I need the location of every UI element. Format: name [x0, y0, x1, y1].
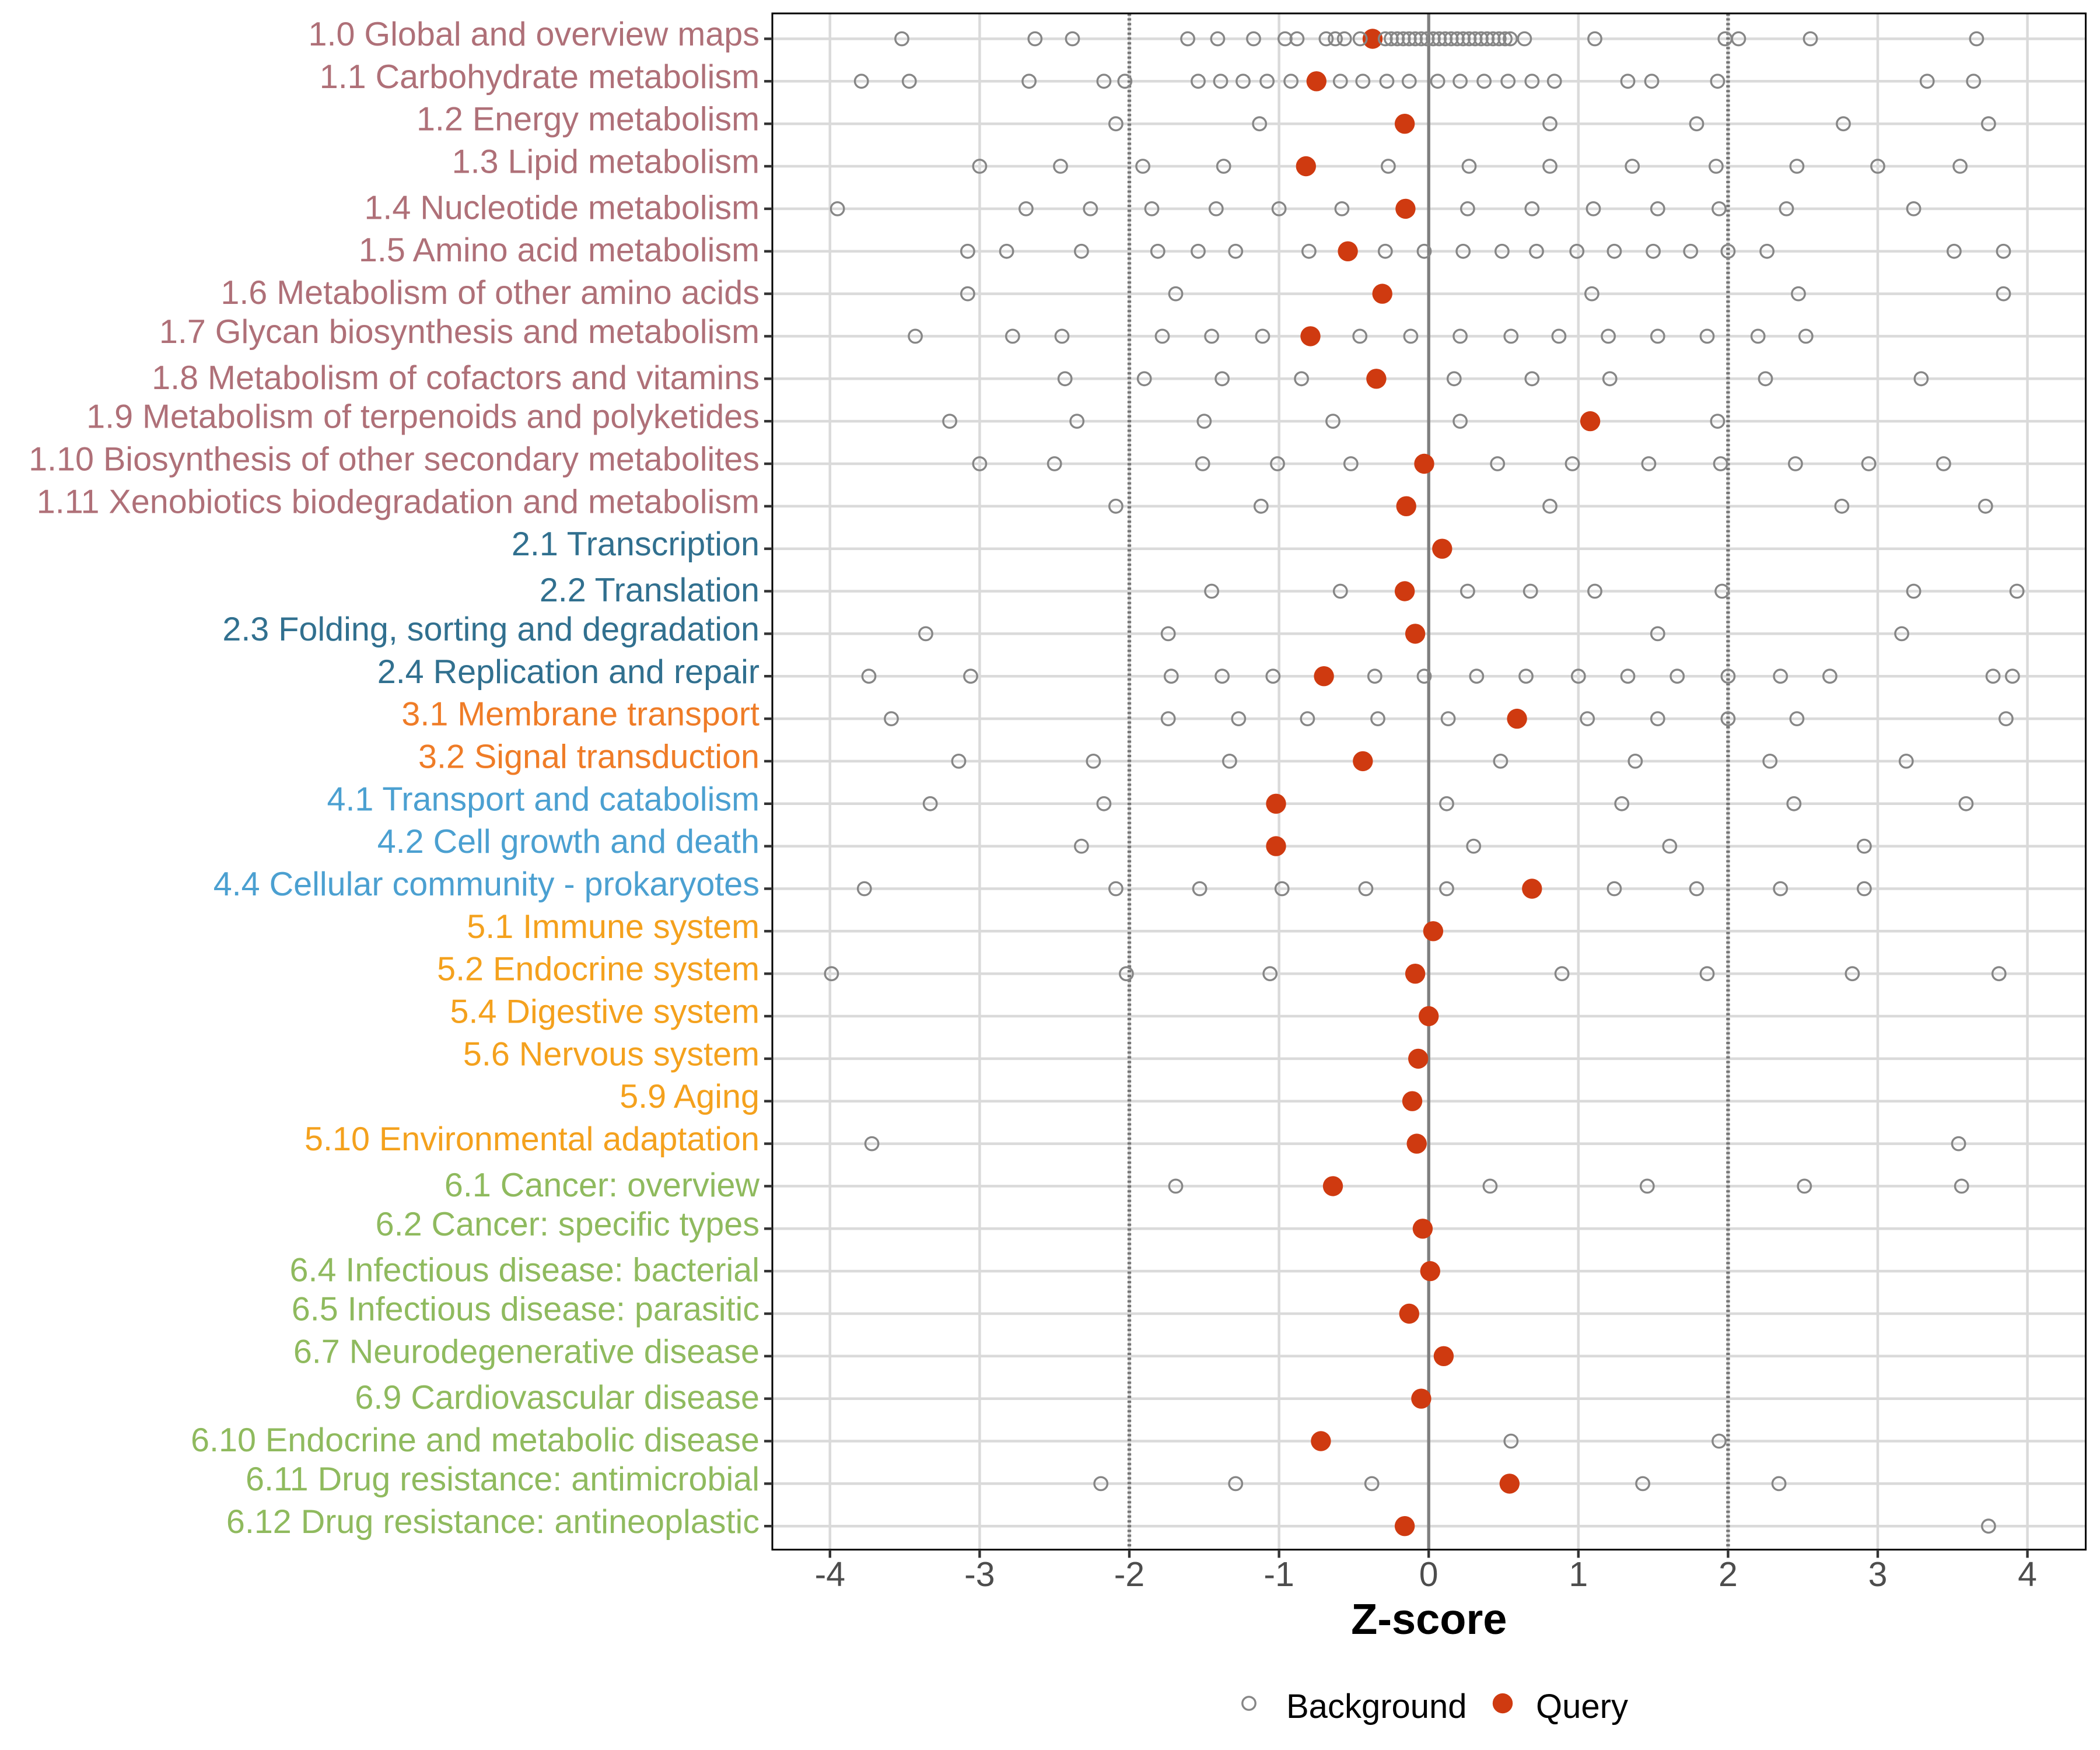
svg-text:3: 3 — [1868, 1555, 1888, 1594]
svg-text:Background: Background — [1286, 1688, 1467, 1726]
svg-text:2.4 Replication and repair: 2.4 Replication and repair — [377, 653, 760, 691]
svg-text:0: 0 — [1419, 1555, 1438, 1594]
svg-text:-2: -2 — [1114, 1555, 1144, 1594]
svg-text:1.10 Biosynthesis of other sec: 1.10 Biosynthesis of other secondary met… — [29, 441, 760, 478]
svg-text:5.2 Endocrine system: 5.2 Endocrine system — [437, 951, 760, 988]
svg-text:2.2 Translation: 2.2 Translation — [540, 572, 760, 609]
svg-text:1.9 Metabolism of terpenoids a: 1.9 Metabolism of terpenoids and polyket… — [86, 398, 760, 436]
svg-text:4.1 Transport and catabolism: 4.1 Transport and catabolism — [327, 780, 760, 818]
svg-text:6.12 Drug resistance: antineop: 6.12 Drug resistance: antineoplastic — [226, 1503, 760, 1541]
svg-text:2: 2 — [1718, 1555, 1738, 1594]
svg-text:1.6 Metabolism of other amino: 1.6 Metabolism of other amino acids — [220, 274, 760, 312]
svg-text:3.2 Signal transduction: 3.2 Signal transduction — [418, 738, 760, 775]
svg-text:4.4 Cellular community - proka: 4.4 Cellular community - prokaryotes — [214, 866, 760, 903]
svg-text:1.4 Nucleotide metabolism: 1.4 Nucleotide metabolism — [364, 189, 760, 226]
svg-text:1.7 Glycan biosynthesis and me: 1.7 Glycan biosynthesis and metabolism — [159, 313, 760, 351]
svg-text:6.2 Cancer: specific types: 6.2 Cancer: specific types — [376, 1206, 760, 1243]
svg-text:2.1 Transcription: 2.1 Transcription — [512, 526, 760, 563]
svg-text:5.9 Aging: 5.9 Aging — [620, 1078, 760, 1115]
svg-text:1.3 Lipid metabolism: 1.3 Lipid metabolism — [452, 144, 760, 181]
svg-text:5.1 Immune system: 5.1 Immune system — [467, 908, 760, 946]
svg-text:3.1 Membrane transport: 3.1 Membrane transport — [401, 696, 760, 733]
svg-text:6.4 Infectious disease: bacter: 6.4 Infectious disease: bacterial — [290, 1252, 760, 1289]
svg-text:1.5 Amino acid metabolism: 1.5 Amino acid metabolism — [359, 232, 760, 269]
svg-text:6.11 Drug resistance: antimicr: 6.11 Drug resistance: antimicrobial — [246, 1461, 760, 1498]
svg-text:Z-score: Z-score — [1351, 1595, 1507, 1643]
svg-text:-1: -1 — [1264, 1555, 1294, 1594]
svg-text:1.1 Carbohydrate metabolism: 1.1 Carbohydrate metabolism — [320, 58, 760, 96]
svg-text:1.0 Global and overview maps: 1.0 Global and overview maps — [309, 16, 760, 53]
svg-text:2.3 Folding, sorting and degra: 2.3 Folding, sorting and degradation — [222, 611, 760, 648]
svg-text:5.6 Nervous system: 5.6 Nervous system — [463, 1035, 760, 1073]
svg-text:6.9 Cardiovascular disease: 6.9 Cardiovascular disease — [355, 1379, 760, 1416]
svg-text:6.1 Cancer: overview: 6.1 Cancer: overview — [444, 1167, 760, 1204]
svg-text:6.5 Infectious disease: parasi: 6.5 Infectious disease: parasitic — [292, 1291, 760, 1328]
svg-text:4.2 Cell growth and death: 4.2 Cell growth and death — [377, 823, 760, 860]
svg-text:-3: -3 — [964, 1555, 995, 1594]
svg-text:1.2 Energy metabolism: 1.2 Energy metabolism — [416, 101, 760, 138]
svg-text:1.11 Xenobiotics biodegradatio: 1.11 Xenobiotics biodegradation and meta… — [37, 483, 760, 520]
svg-text:5.4 Digestive system: 5.4 Digestive system — [450, 993, 760, 1031]
svg-text:1: 1 — [1569, 1555, 1588, 1594]
svg-text:6.7 Neurodegenerative disease: 6.7 Neurodegenerative disease — [293, 1333, 760, 1370]
svg-text:5.10 Environmental adaptation: 5.10 Environmental adaptation — [304, 1121, 760, 1158]
svg-text:4: 4 — [2018, 1555, 2037, 1594]
svg-text:Query: Query — [1536, 1688, 1628, 1726]
svg-text:1.8 Metabolism of cofactors an: 1.8 Metabolism of cofactors and vitamins — [152, 359, 760, 397]
svg-text:-4: -4 — [815, 1555, 845, 1594]
svg-text:6.10 Endocrine and metabolic d: 6.10 Endocrine and metabolic disease — [191, 1422, 760, 1459]
